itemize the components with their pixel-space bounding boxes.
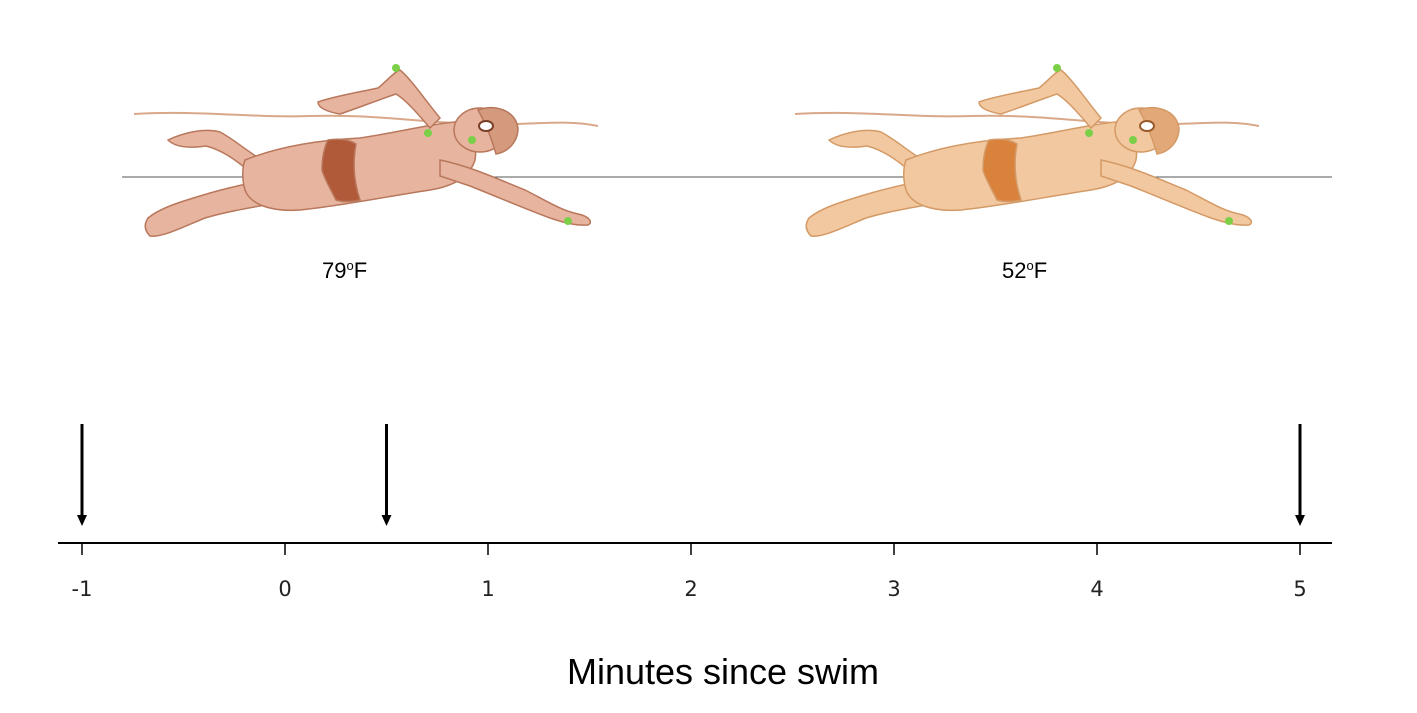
measurement-arrow <box>1295 424 1305 526</box>
sensor-dot <box>1129 136 1137 144</box>
swim-suit <box>321 138 361 203</box>
tick-label: 5 <box>1293 577 1306 601</box>
extended-arm <box>1100 159 1253 226</box>
sensor-dot <box>392 64 400 72</box>
tick-label: 3 <box>887 577 900 601</box>
sensor-dot <box>1085 129 1093 137</box>
timeline-ticks: -1 0 1 2 3 4 5 <box>72 543 1307 601</box>
swim-cap <box>476 107 519 155</box>
swimmer-79f: 79oF <box>133 64 599 283</box>
sensor-dot <box>424 129 432 137</box>
tick-label: 4 <box>1090 577 1103 601</box>
sensor-dot <box>1053 64 1061 72</box>
measurement-arrow <box>77 424 87 526</box>
sensor-dot <box>1225 217 1233 225</box>
swim-cap <box>1137 107 1180 155</box>
water-wave <box>133 111 599 127</box>
raised-arm <box>317 69 442 130</box>
goggles <box>478 120 494 132</box>
water-temperature-label: 79oF <box>322 258 367 283</box>
tick-label: 1 <box>481 577 494 601</box>
timeline-axis-title: Minutes since swim <box>567 651 879 692</box>
timeline: -1 0 1 2 3 4 5 Minutes since swim <box>58 424 1332 692</box>
water-temperature-label: 52oF <box>1002 258 1047 283</box>
raised-arm <box>978 69 1103 130</box>
sensor-dot <box>468 136 476 144</box>
measurement-arrows <box>77 424 1305 526</box>
tick-label: 0 <box>278 577 291 601</box>
goggles <box>1139 120 1155 132</box>
water-wave <box>794 111 1260 127</box>
sensor-dot <box>564 217 572 225</box>
extended-arm <box>439 159 592 226</box>
tick-label: -1 <box>72 577 93 601</box>
swim-suit <box>982 138 1022 203</box>
tick-label: 2 <box>684 577 697 601</box>
swimmer-52f: 52oF <box>794 64 1260 283</box>
measurement-arrow <box>381 424 392 526</box>
